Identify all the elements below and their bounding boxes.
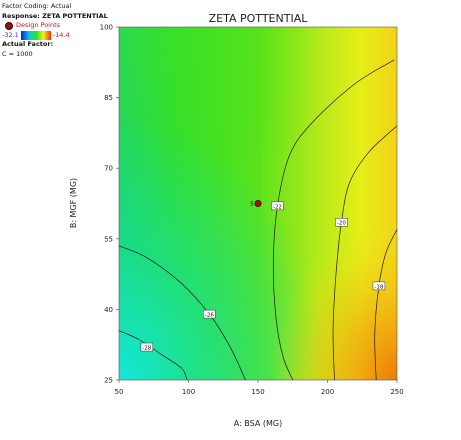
response-text: Response: ZETA POTTENTIAL — [2, 11, 108, 20]
contour-lines: -28 -26 -22 -20 -18 — [118, 59, 398, 381]
contour-label-text: -18 — [374, 284, 383, 290]
y-axis-label: B: MGF (MG) — [69, 178, 78, 228]
color-scale: -32.1 -14.4 — [2, 31, 108, 41]
y-tick-label: 25 — [104, 377, 113, 385]
design-points: 5 — [250, 200, 262, 208]
design-points-legend: Design Points — [2, 21, 108, 31]
figure-info-panel: Factor Coding: Actual Response: ZETA POT… — [2, 2, 108, 59]
contour-label-text: -20 — [337, 221, 346, 227]
axis-ticks: 50 100 150 200 250 25 40 55 70 85 100 — [100, 24, 404, 397]
x-tick-label: 150 — [251, 388, 264, 396]
contour-label: -18 — [372, 281, 386, 290]
contour-label-text: -26 — [205, 313, 214, 319]
contour-label: -28 — [140, 342, 154, 351]
chart-title: ZETA POTTENTIAL — [209, 12, 309, 25]
y-tick-label: 40 — [104, 306, 113, 314]
plot-area — [118, 26, 398, 381]
x-tick-label: 200 — [321, 388, 334, 396]
contour-label: -26 — [203, 309, 216, 319]
y-tick-label: 70 — [104, 165, 113, 173]
factor-coding-text: Factor Coding: Actual — [2, 2, 72, 10]
design-point-label: 5 — [250, 201, 253, 207]
y-tick-label: 55 — [104, 235, 113, 243]
y-tick-label: 85 — [104, 94, 113, 102]
contour-label-text: -28 — [142, 345, 151, 351]
scale-min-label: -32.1 — [2, 30, 19, 39]
color-scale-bar — [20, 30, 51, 40]
contour-label: -22 — [271, 201, 284, 210]
x-axis-label: A: BSA (MG) — [234, 419, 283, 428]
x-tick-label: 100 — [182, 388, 195, 396]
contour-line — [118, 330, 188, 381]
design-point-legend-marker — [5, 21, 13, 30]
actual-factor-heading: Actual Factor: — [2, 40, 54, 48]
x-tick-label: 250 — [390, 388, 403, 396]
c-value-text: C = 1000 — [2, 49, 33, 58]
contour-label: -20 — [335, 218, 348, 227]
design-points-label: Design Points — [16, 21, 61, 29]
contour-label-text: -22 — [273, 204, 282, 210]
design-point — [254, 200, 262, 208]
y-tick-label: 100 — [100, 24, 113, 32]
x-tick-label: 50 — [115, 388, 124, 396]
contour-line — [118, 245, 246, 381]
scale-max-label: -14.4 — [52, 30, 70, 39]
